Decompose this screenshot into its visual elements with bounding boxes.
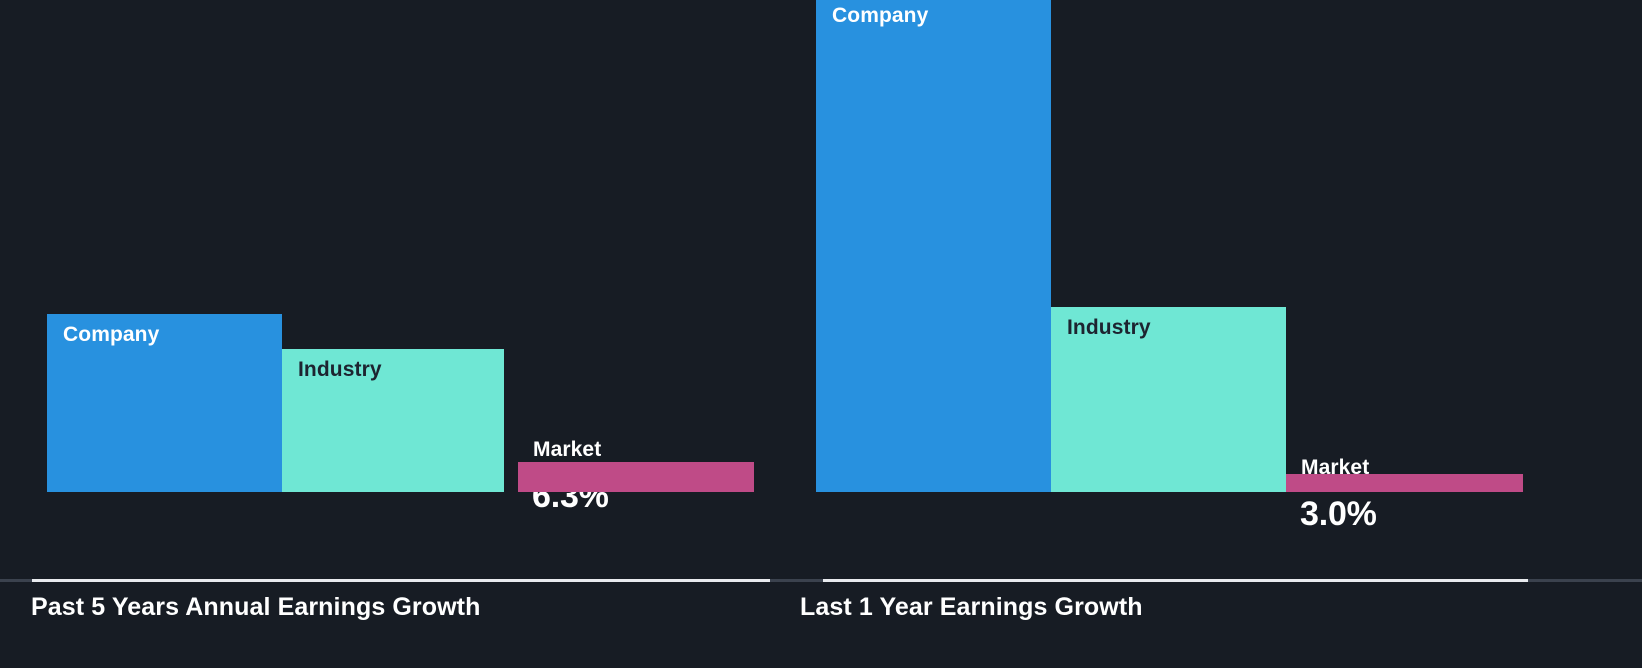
left-plot-area: 28.2% Company 21.8% Industry Market 6.3% [0, 0, 800, 582]
left-company-bar[interactable]: Company [47, 314, 282, 492]
right-company-bar-name: Company [832, 4, 929, 27]
right-market-bar-name: Market [1301, 456, 1370, 479]
right-chart-title: Last 1 Year Earnings Growth [800, 593, 1143, 621]
left-axis-line-highlight [32, 579, 770, 582]
left-chart-title: Past 5 Years Annual Earnings Growth [31, 593, 481, 621]
left-company-bar-name: Company [63, 323, 160, 346]
left-industry-bar[interactable]: Industry [282, 349, 504, 492]
right-company-bar[interactable]: Company [816, 0, 1051, 492]
right-plot-area: 85.9% Company 29.6% Industry Market 3.0% [800, 0, 1642, 582]
right-axis-line-highlight [823, 579, 1528, 582]
left-market-bar[interactable] [518, 462, 754, 492]
right-industry-bar-name: Industry [1067, 316, 1151, 339]
last-1-year-chart-panel: 85.9% Company 29.6% Industry Market 3.0%… [800, 0, 1642, 668]
right-market-bar[interactable] [1286, 474, 1523, 492]
left-industry-bar-name: Industry [298, 358, 382, 381]
right-industry-bar[interactable]: Industry [1051, 307, 1286, 492]
right-market-value-label: 3.0% [1300, 495, 1377, 533]
past-5-years-chart-panel: 28.2% Company 21.8% Industry Market 6.3%… [0, 0, 800, 668]
left-market-bar-name: Market [533, 438, 602, 461]
